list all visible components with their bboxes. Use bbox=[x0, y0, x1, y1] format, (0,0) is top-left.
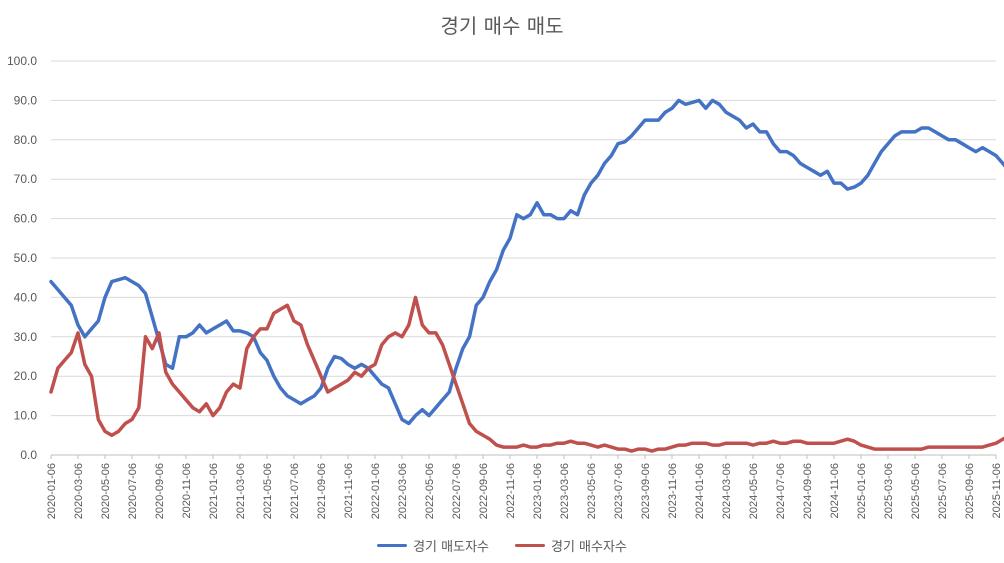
legend-swatch-buyers bbox=[515, 544, 545, 547]
x-tick-label: 2023-11-06 bbox=[667, 463, 679, 518]
y-tick-label: 10.0 bbox=[14, 409, 38, 423]
y-tick-label: 90.0 bbox=[14, 93, 38, 107]
x-tick-label: 2024-03-06 bbox=[721, 463, 733, 519]
y-tick-label: 20.0 bbox=[14, 369, 38, 383]
y-tick-label: 100.0 bbox=[7, 54, 37, 68]
x-tick-label: 2022-11-06 bbox=[505, 463, 517, 518]
y-tick-label: 0.0 bbox=[20, 448, 37, 462]
x-tick-label: 2021-05-06 bbox=[262, 463, 274, 519]
x-tick-label: 2023-03-06 bbox=[559, 463, 571, 519]
x-tick-label: 2025-03-06 bbox=[883, 463, 895, 519]
series-line-sellers bbox=[49, 98, 1004, 426]
x-tick-label: 2025-01-06 bbox=[856, 463, 868, 519]
series-line-buyers bbox=[49, 295, 1004, 453]
legend-swatch-sellers bbox=[377, 544, 408, 547]
x-axis-ticks: 2020-01-06 2020-03-06 2020-05-06 2020-07-06… bbox=[46, 455, 1003, 519]
y-tick-label: 80.0 bbox=[14, 133, 38, 147]
legend: 경기 매도자수 경기 매수자수 bbox=[0, 536, 1004, 555]
x-tick-label: 2021-11-06 bbox=[343, 463, 355, 518]
x-tick-label: 2020-11-06 bbox=[181, 463, 193, 518]
x-tick-label: 2023-07-06 bbox=[613, 463, 625, 519]
chart-title: 경기 매수 매도 bbox=[440, 14, 564, 38]
x-tick-label: 2020-09-06 bbox=[154, 463, 166, 519]
x-tick-label: 2023-05-06 bbox=[586, 463, 598, 519]
y-tick-label: 60.0 bbox=[14, 212, 38, 226]
x-tick-label: 2021-01-06 bbox=[208, 463, 220, 519]
x-tick-label: 2021-03-06 bbox=[235, 463, 247, 519]
x-tick-label: 2021-07-06 bbox=[289, 463, 301, 519]
x-tick-label: 2025-05-06 bbox=[910, 463, 922, 519]
y-axis-ticks: 0.0 10.0 20.0 30.0 40.0 50.0 60.0 70.0 80.0 90.0 1… bbox=[7, 54, 37, 462]
legend-label-sellers: 경기 매도자수 bbox=[413, 540, 489, 555]
x-tick-label: 2024-07-06 bbox=[775, 463, 787, 519]
x-tick-label: 2022-09-06 bbox=[478, 463, 490, 519]
x-tick-label: 2024-11-06 bbox=[829, 463, 841, 518]
y-tick-label: 30.0 bbox=[14, 330, 38, 344]
legend-item-buyers: 경기 매수자수 bbox=[515, 536, 627, 555]
y-tick-label: 70.0 bbox=[14, 172, 38, 186]
series-lines bbox=[49, 98, 1004, 453]
x-tick-label: 2024-09-06 bbox=[802, 463, 814, 519]
x-tick-label: 2020-01-06 bbox=[46, 463, 58, 519]
x-tick-label: 2022-05-06 bbox=[424, 463, 436, 519]
x-tick-label: 2020-05-06 bbox=[100, 463, 112, 519]
x-tick-label: 2025-11-06 bbox=[991, 463, 1003, 518]
y-tick-label: 50.0 bbox=[14, 251, 38, 265]
x-tick-label: 2020-07-06 bbox=[127, 463, 139, 519]
x-tick-label: 2022-03-06 bbox=[397, 463, 409, 519]
x-tick-label: 2023-01-06 bbox=[532, 463, 544, 519]
x-tick-label: 2022-01-06 bbox=[370, 463, 382, 519]
x-tick-label: 2020-03-06 bbox=[73, 463, 85, 519]
x-tick-label: 2025-09-06 bbox=[964, 463, 976, 519]
x-tick-label: 2024-01-06 bbox=[694, 463, 706, 519]
x-tick-label: 2025-07-06 bbox=[937, 463, 949, 519]
y-tick-label: 40.0 bbox=[14, 290, 38, 304]
x-tick-label: 2022-07-06 bbox=[451, 463, 463, 519]
gridlines bbox=[51, 60, 996, 417]
x-tick-label: 2024-05-06 bbox=[748, 463, 760, 519]
legend-label-buyers: 경기 매수자수 bbox=[551, 540, 627, 555]
x-tick-label: 2023-09-06 bbox=[640, 463, 652, 519]
x-tick-label: 2021-09-06 bbox=[316, 463, 328, 519]
legend-item-sellers: 경기 매도자수 bbox=[377, 536, 489, 555]
